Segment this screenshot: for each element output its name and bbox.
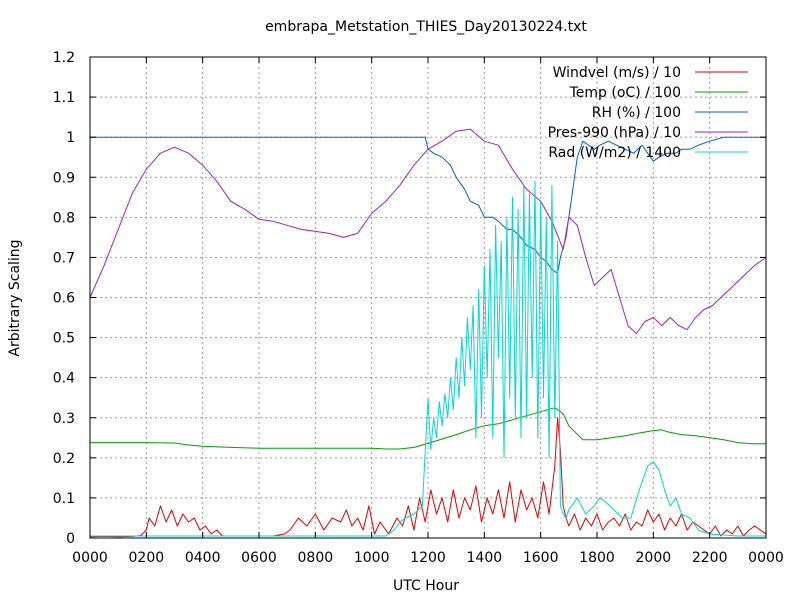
x-tick-label: 1600 bbox=[523, 550, 559, 566]
x-tick-label: 0400 bbox=[185, 550, 221, 566]
legend-label: Temp (oC) / 100 bbox=[569, 85, 681, 101]
y-axis-tick-labels: 0 0.1 0.2 0.3 0.4 0.5 0.6 0.7 0.8 0.9 1 1.1 1.2 bbox=[53, 50, 75, 547]
y-axis-title: Arbitrary Scaling bbox=[7, 239, 23, 356]
x-axis-tick-labels: 0000 0200 0400 0600 0800 1000 1200 1400 1600 1800… bbox=[72, 550, 784, 566]
series-line-pres990 bbox=[89, 128, 767, 335]
x-tick-label: 2000 bbox=[636, 550, 672, 566]
y-tick-label: 0.5 bbox=[53, 331, 75, 347]
x-tick-label: 1800 bbox=[579, 550, 615, 566]
legend-label: Windvel (m/s) / 10 bbox=[553, 65, 681, 81]
y-tick-label: 1.2 bbox=[53, 50, 75, 66]
chart-title: embrapa_Metstation_THIES_Day20130224.txt bbox=[265, 19, 587, 35]
y-tick-label: 0.9 bbox=[53, 170, 75, 186]
y-tick-label: 1 bbox=[66, 130, 75, 146]
legend-label: Rad (W/m2) / 1400 bbox=[548, 145, 681, 161]
axis-ticks bbox=[89, 56, 767, 539]
y-tick-label: 0.3 bbox=[53, 411, 75, 427]
y-tick-label: 0.1 bbox=[53, 491, 75, 507]
y-tick-label: 0.6 bbox=[53, 291, 75, 307]
y-tick-label: 0.4 bbox=[53, 371, 75, 387]
series-line-windvel bbox=[89, 417, 767, 538]
series-line-temp bbox=[90, 407, 766, 450]
series-layer bbox=[89, 128, 767, 538]
series-line-rad bbox=[90, 180, 766, 537]
x-axis-title: UTC Hour bbox=[393, 578, 459, 594]
x-tick-label: 1200 bbox=[410, 550, 446, 566]
legend: Windvel (m/s) / 10 Temp (oC) / 100 RH (%) … bbox=[548, 65, 748, 161]
x-tick-label: 0200 bbox=[129, 550, 165, 566]
y-tick-label: 0.2 bbox=[53, 451, 75, 467]
y-tick-label: 1.1 bbox=[53, 90, 75, 106]
x-tick-label: 0000 bbox=[72, 550, 108, 566]
legend-label: RH (%) / 100 bbox=[592, 105, 681, 121]
x-tick-label: 0800 bbox=[298, 550, 334, 566]
x-tick-label: 0600 bbox=[241, 550, 277, 566]
x-tick-label: 1000 bbox=[354, 550, 390, 566]
legend-label: Pres-990 (hPa) / 10 bbox=[548, 125, 681, 141]
y-tick-label: 0 bbox=[66, 531, 75, 547]
x-tick-label: 2200 bbox=[692, 550, 728, 566]
x-tick-label: 1400 bbox=[467, 550, 503, 566]
x-tick-label: 0000 bbox=[748, 550, 784, 566]
y-tick-label: 0.8 bbox=[53, 210, 75, 226]
series-line-rh bbox=[90, 136, 766, 274]
y-tick-label: 0.7 bbox=[53, 250, 75, 266]
